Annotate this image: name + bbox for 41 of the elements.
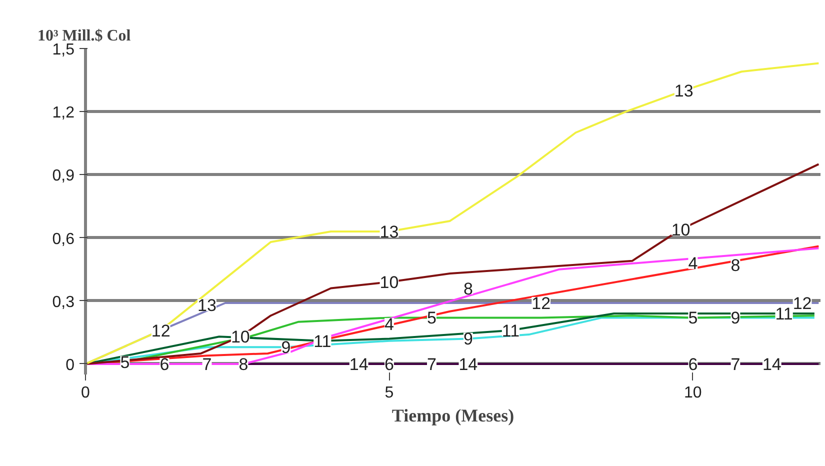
- annotation: 11: [314, 332, 332, 351]
- y-tick-label: 1,2: [52, 104, 75, 122]
- annotation: 8: [463, 279, 473, 298]
- y-tick-label: 1,5: [52, 42, 75, 58]
- annotation: 8: [730, 256, 740, 276]
- x-tick-label: 0: [81, 384, 90, 402]
- annotation: 14: [349, 354, 368, 374]
- x-tick-label: 10: [684, 384, 702, 402]
- annotation: 12: [792, 294, 812, 313]
- y-tick-label: 0: [66, 356, 75, 374]
- annotation: 14: [458, 354, 478, 374]
- annotation: 5: [688, 308, 698, 328]
- annotation: 10: [380, 272, 399, 292]
- annotation: 12: [151, 321, 170, 340]
- y-tick-label: 0,6: [52, 230, 75, 248]
- y-tick-label: 0,3: [52, 294, 75, 311]
- annotation: 14: [762, 354, 782, 374]
- y-tick-label: 0,9: [52, 168, 75, 185]
- annotation: 10: [671, 220, 690, 240]
- y-axis-title: 10³ Mill.$ Col: [38, 28, 132, 44]
- annotation: 6: [688, 354, 698, 374]
- annotation: 5: [427, 308, 436, 328]
- annotation: 5: [120, 352, 130, 372]
- annotation: 4: [384, 315, 394, 334]
- annotation: 13: [198, 296, 216, 316]
- annotation: 6: [160, 354, 170, 374]
- annotation: 6: [384, 354, 394, 374]
- annotation: 4: [688, 254, 698, 274]
- annotation: 12: [532, 294, 551, 313]
- x-tick-label: 5: [384, 384, 394, 402]
- annotation: 9: [730, 308, 740, 328]
- annotation: 8: [238, 354, 248, 374]
- x-axis-title: Tiempo (Meses): [392, 406, 514, 426]
- annotation: 9: [281, 338, 291, 358]
- annotation: 7: [202, 354, 212, 374]
- annotation: 11: [775, 304, 793, 324]
- annotation: 11: [502, 321, 520, 340]
- annotation: 10: [230, 328, 250, 347]
- annotation: 7: [730, 354, 740, 374]
- annotation: 9: [463, 330, 473, 349]
- annotation: 7: [427, 354, 436, 374]
